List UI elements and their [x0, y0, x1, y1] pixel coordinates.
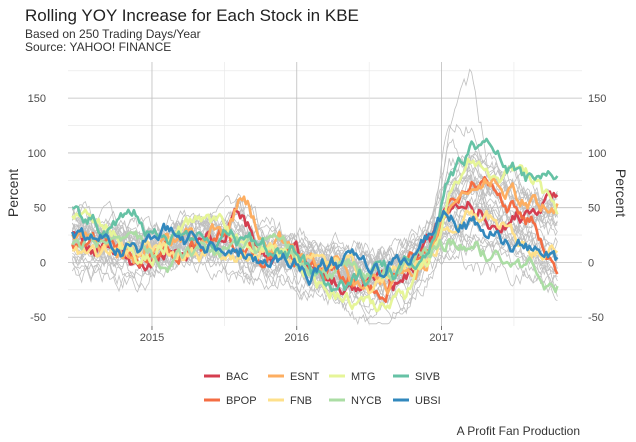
x-tick-label: 2016 — [285, 332, 309, 344]
legend-item-bpop: BPOP — [204, 395, 257, 407]
y-axis-label-left: Percent — [5, 169, 21, 217]
y-axis-right: -50 0 50 100 150 — [588, 93, 606, 324]
chart-source: Source: YAHOO! FINANCE — [25, 40, 172, 54]
legend-item-ubsi: UBSI — [393, 395, 441, 407]
series-line-ubsi — [71, 209, 559, 286]
legend-label: BPOP — [226, 395, 257, 407]
x-tick-label: 2015 — [140, 332, 164, 344]
x-tick-label: 2017 — [429, 332, 453, 344]
y-axis-left: -50 0 50 100 150 — [28, 93, 46, 324]
background-series-line — [71, 175, 558, 315]
series-group — [71, 137, 559, 313]
legend-label: NYCB — [351, 395, 382, 407]
y-tick-label-right: 50 — [588, 203, 600, 215]
series-line-esnt — [71, 177, 559, 295]
y-tick-label-left: 50 — [34, 203, 46, 215]
y-tick-label-right: 100 — [588, 148, 606, 160]
legend-label: MTG — [351, 371, 375, 383]
y-tick-label-right: -50 — [588, 312, 604, 324]
legend-item-mtg: MTG — [329, 371, 375, 383]
legend: BAC ESNT MTG SIVB BPOP FNB NYCB UBSI — [204, 371, 441, 407]
chart-title: Rolling YOY Increase for Each Stock in K… — [25, 6, 359, 25]
series-line-fnb — [72, 209, 559, 295]
legend-label: ESNT — [290, 371, 320, 383]
y-tick-label-left: 100 — [28, 148, 46, 160]
background-series-line — [72, 234, 558, 285]
caption: A Profit Fan Production — [456, 424, 580, 438]
grid-lines — [68, 62, 582, 326]
y-tick-label-right: 150 — [588, 93, 606, 105]
legend-label: UBSI — [415, 395, 441, 407]
legend-label: FNB — [290, 395, 312, 407]
legend-item-esnt: ESNT — [268, 371, 320, 383]
background-series-group — [71, 68, 558, 326]
y-tick-label-left: -50 — [30, 312, 46, 324]
series-line-nycb — [71, 230, 559, 294]
y-axis-label-right: Percent — [613, 169, 629, 217]
legend-label: SIVB — [415, 371, 440, 383]
legend-item-fnb: FNB — [268, 395, 312, 407]
x-axis: 2015 2016 2017 — [140, 326, 454, 344]
y-tick-label-left: 0 — [40, 257, 46, 269]
legend-item-bac: BAC — [204, 371, 249, 383]
legend-label: BAC — [226, 371, 249, 383]
y-tick-label-left: 150 — [28, 93, 46, 105]
chart-subtitle: Based on 250 Trading Days/Year — [25, 27, 201, 41]
series-line-mtg — [71, 157, 559, 313]
y-tick-label-right: 0 — [588, 257, 594, 269]
legend-item-sivb: SIVB — [393, 371, 440, 383]
chart-subtitle-block: Based on 250 Trading Days/Year Source: Y… — [25, 28, 201, 54]
series-line-sivb — [72, 137, 559, 293]
legend-item-nycb: NYCB — [329, 395, 382, 407]
